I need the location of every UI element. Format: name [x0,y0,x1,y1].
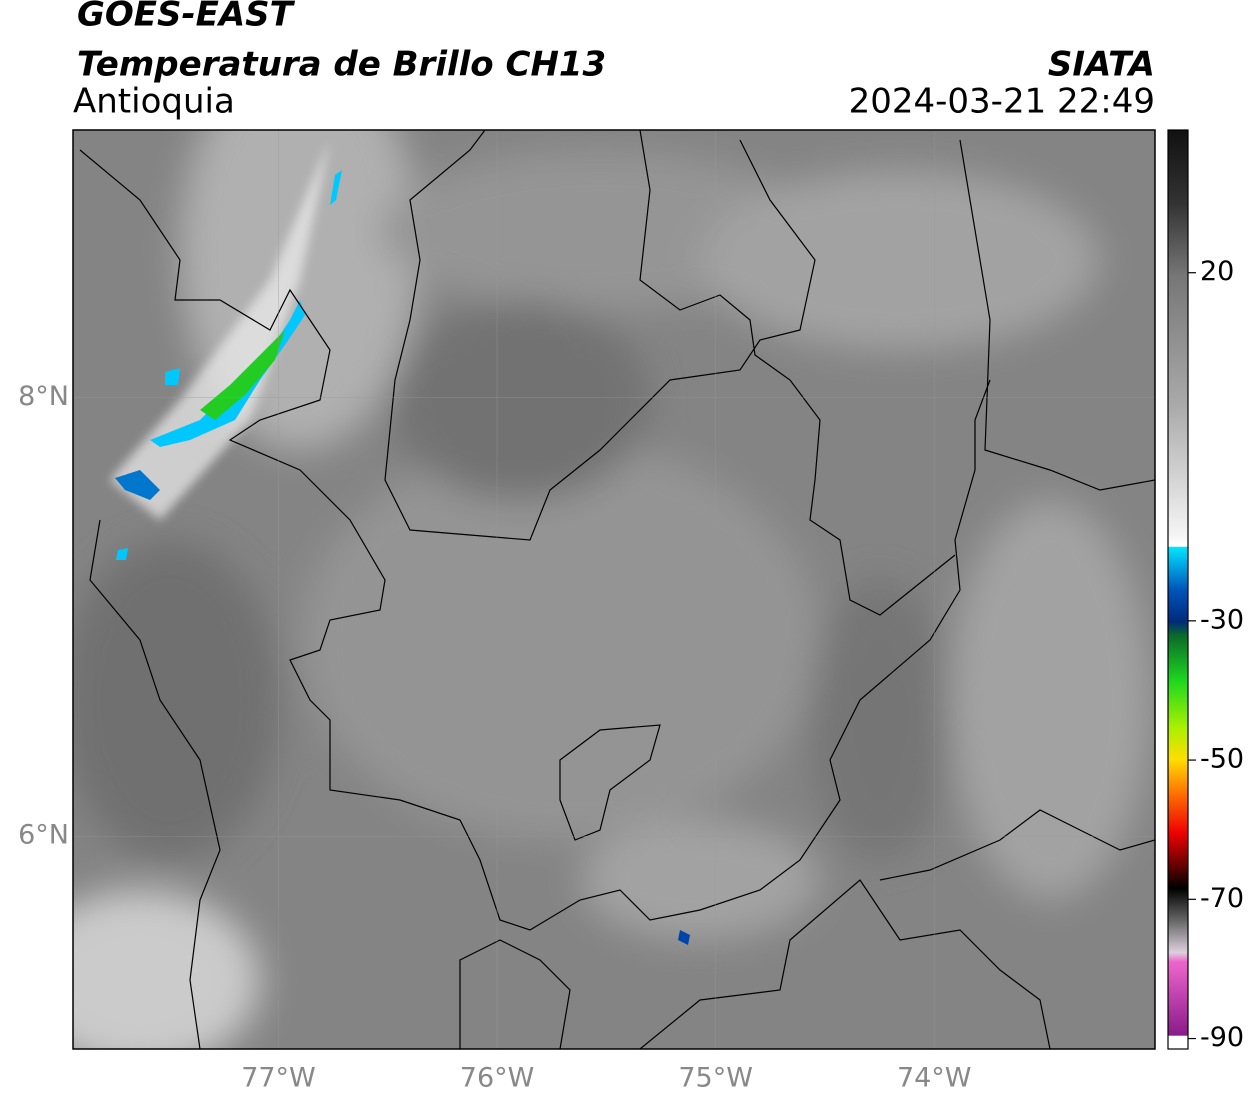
y-tick-label: 6°N [18,820,69,851]
map-frame [72,129,1156,1050]
y-tick-label: 8°N [18,381,69,412]
x-tick-label: 74°W [897,1063,972,1094]
colorbar-tick-label: -30 [1200,604,1244,635]
colorbar-tick-label: -70 [1200,883,1244,914]
grid [73,130,1155,1049]
x-tick-label: 75°W [678,1063,753,1094]
borders [79,130,1155,1049]
region-label: Antioquia [73,82,235,122]
colorbar-tick-label: -50 [1200,744,1244,775]
colorbar [1167,129,1189,1050]
datetime-label: 2024-03-21 22:49 [849,82,1155,122]
x-tick-label: 76°W [460,1063,535,1094]
satellite-image [73,130,1155,1049]
colorbar-tick-label: -90 [1200,1022,1244,1053]
x-tick-label: 77°W [241,1063,316,1094]
product-title: Temperatura de Brillo CH13 [77,45,606,85]
satellite-title: GOES-EAST [77,0,296,35]
source-label: SIATA [1048,45,1155,85]
colorbar-tick-label: 20 [1200,256,1234,287]
